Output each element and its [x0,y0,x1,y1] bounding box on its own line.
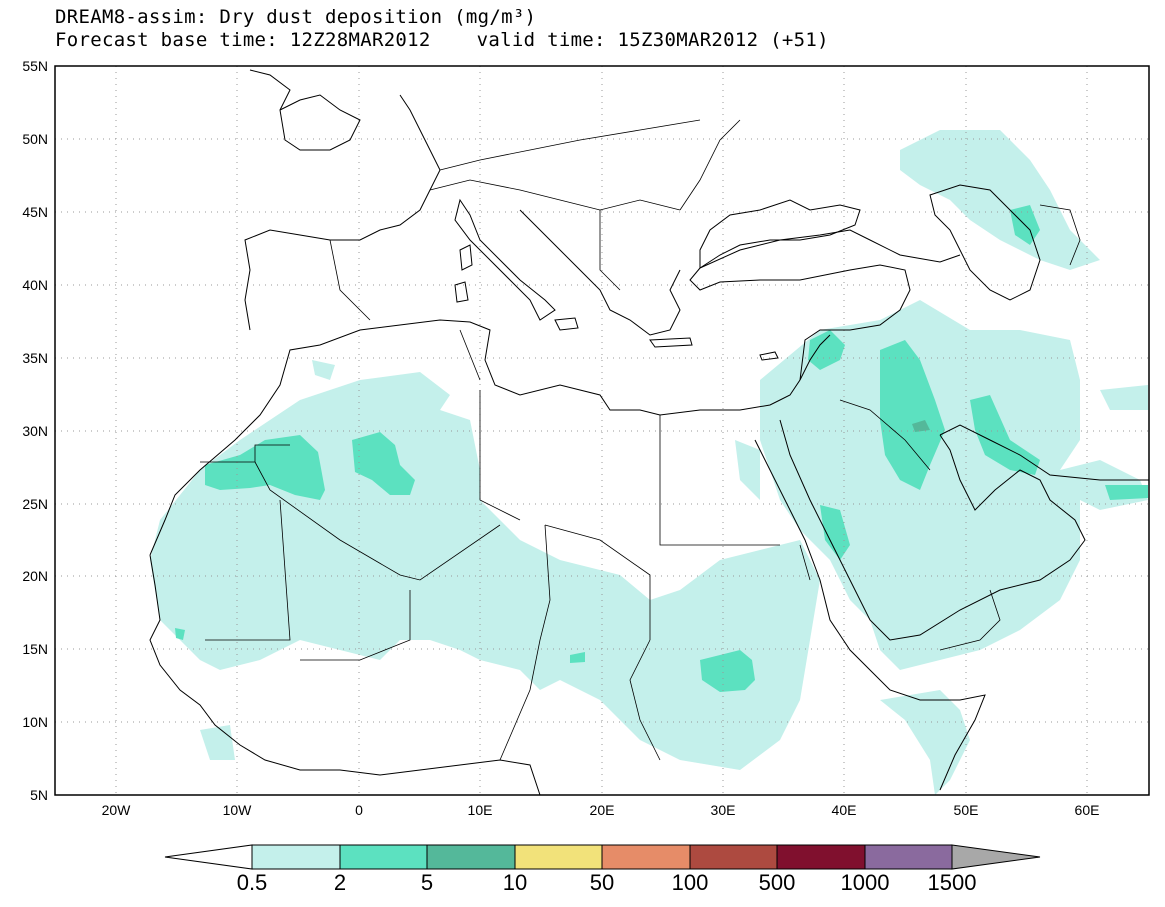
colorbar-label: 5 [421,870,433,895]
map-frame [54,65,1150,796]
colorbar-low-arrow [164,844,253,870]
map-grid [55,66,1149,795]
colorbar-label: 500 [759,870,796,895]
lon-label: 30E [711,802,736,818]
colorbar-swatch [864,844,953,870]
lat-label: 5N [30,787,48,803]
lon-label: 60E [1075,802,1100,818]
lat-label: 45N [22,204,48,220]
colorbar-swatch [689,844,778,870]
map-subtitle: Forecast base time: 12Z28MAR2012 valid ti… [55,29,829,51]
colorbar-swatch [426,844,516,870]
lat-label: 25N [22,496,48,512]
lat-label: 55N [22,58,48,74]
colorbar-label: 1500 [928,870,977,895]
lat-label: 35N [22,350,48,366]
lat-label: 40N [22,277,48,293]
colorbar-high-arrow [951,844,1041,870]
colorbar-label: 2 [334,870,346,895]
lat-labels: 55N 50N 45N 40N 35N 30N 25N 20N 15N 10N … [22,58,48,803]
lat-label: 10N [22,714,48,730]
lat-label: 15N [22,641,48,657]
coastlines [149,69,1149,795]
lon-label: 20E [590,802,615,818]
lon-labels: 20W 10W 0 10E 20E 30E 40E 50E 60E [102,802,1100,818]
lon-label: 50E [954,802,979,818]
colorbar-label: 10 [503,870,527,895]
colorbar-swatch [514,844,603,870]
lon-label: 20W [102,802,132,818]
base-time: Forecast base time: 12Z28MAR2012 [55,29,431,51]
lon-label: 40E [832,802,857,818]
dust-fields [150,130,1148,795]
colorbar-label: 100 [672,870,709,895]
colorbar-label: 1000 [841,870,890,895]
colorbar-swatch [251,844,341,870]
dust-medium-field [175,205,1148,692]
lat-label: 20N [22,568,48,584]
lon-label: 10E [468,802,493,818]
colorbar-swatch [776,844,866,870]
colorbar-swatch [339,844,428,870]
lat-label: 50N [22,131,48,147]
map-title: DREAM8-assim: Dry dust deposition (mg/m³… [55,6,537,28]
valid-time: valid time: 15Z30MAR2012 (+51) [476,29,829,51]
colorbar-label: 50 [590,870,614,895]
lon-label: 0 [355,802,363,818]
colorbar: 0.5 2 5 10 50 100 500 1000 1500 [164,844,1041,895]
dust-dark-field [912,420,930,432]
lon-label: 10W [223,802,253,818]
colorbar-label: 0.5 [237,870,268,895]
colorbar-swatch [601,844,691,870]
country-borders [200,119,1081,761]
lat-label: 30N [22,423,48,439]
